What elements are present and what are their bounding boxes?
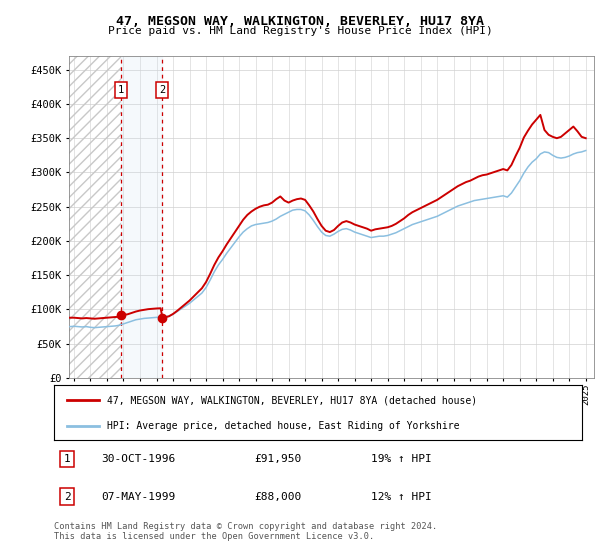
Text: 1: 1 [118,85,124,95]
Text: Contains HM Land Registry data © Crown copyright and database right 2024.
This d: Contains HM Land Registry data © Crown c… [54,522,437,542]
Text: 47, MEGSON WAY, WALKINGTON, BEVERLEY, HU17 8YA (detached house): 47, MEGSON WAY, WALKINGTON, BEVERLEY, HU… [107,395,477,405]
Text: Price paid vs. HM Land Registry's House Price Index (HPI): Price paid vs. HM Land Registry's House … [107,26,493,36]
Text: 1: 1 [64,454,71,464]
Text: 19% ↑ HPI: 19% ↑ HPI [371,454,431,464]
Text: 12% ↑ HPI: 12% ↑ HPI [371,492,431,502]
Text: £88,000: £88,000 [254,492,302,502]
Text: 47, MEGSON WAY, WALKINGTON, BEVERLEY, HU17 8YA: 47, MEGSON WAY, WALKINGTON, BEVERLEY, HU… [116,15,484,28]
Text: 30-OCT-1996: 30-OCT-1996 [101,454,176,464]
Bar [121,56,163,378]
Text: 2: 2 [64,492,71,502]
Text: 07-MAY-1999: 07-MAY-1999 [101,492,176,502]
Text: 2: 2 [160,85,166,95]
Text: £91,950: £91,950 [254,454,302,464]
Text: HPI: Average price, detached house, East Riding of Yorkshire: HPI: Average price, detached house, East… [107,421,460,431]
